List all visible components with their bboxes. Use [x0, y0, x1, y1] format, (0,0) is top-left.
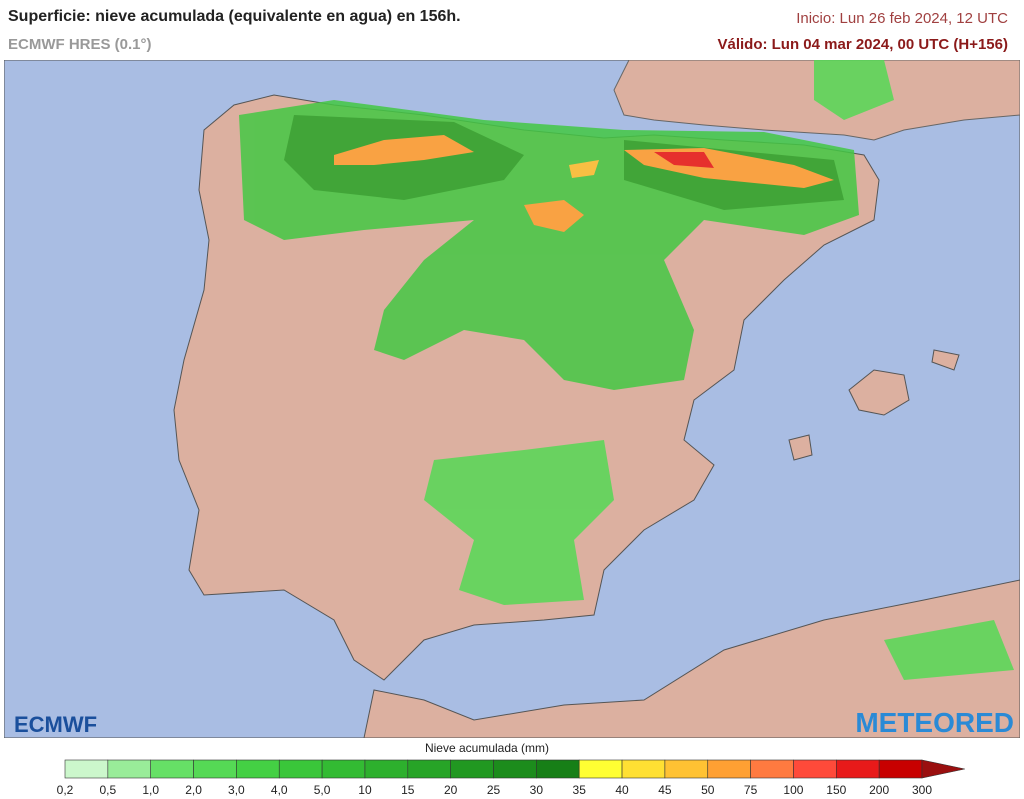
snow-green	[424, 440, 614, 605]
snow-orange	[524, 200, 584, 232]
legend-tick-label: 5,0	[314, 783, 331, 797]
legend-swatch	[621, 759, 666, 779]
legend-swatch	[793, 759, 837, 779]
legend-tick-label: 20	[444, 783, 458, 797]
legend-tick-label: 10	[358, 783, 372, 797]
legend-swatch	[193, 759, 237, 779]
legend-label: Nieve acumulada (mm)	[425, 741, 549, 755]
ibiza	[788, 434, 813, 461]
valid-time: Válido: Lun 04 mar 2024, 00 UTC (H+156)	[717, 36, 1008, 53]
legend-swatch	[150, 759, 194, 779]
legend-tick-label: 150	[826, 783, 846, 797]
legend-tick-label: 200	[869, 783, 889, 797]
legend-tick-label: 0,5	[100, 783, 117, 797]
legend-swatch	[835, 759, 880, 779]
snow-red	[654, 152, 714, 168]
legend-swatch	[321, 759, 366, 779]
legend-swatch	[407, 759, 451, 779]
map: ECMWF METEORED	[4, 60, 1020, 738]
legend: Nieve acumulada (mm) 0,2 0,5 1,0 2,0 3,0 4,0 5…	[57, 741, 965, 797]
legend-swatch	[536, 759, 580, 779]
mallorca	[848, 369, 910, 416]
legend-swatch	[107, 759, 151, 779]
legend-swatch	[278, 759, 323, 779]
legend-tick-label: 3,0	[228, 783, 245, 797]
legend-swatch	[364, 759, 409, 779]
legend-tick-label: 0,2	[57, 783, 74, 797]
legend-swatch	[878, 759, 923, 779]
legend-swatch	[750, 759, 794, 779]
legend-tick-label: 1,0	[142, 783, 159, 797]
legend-overflow	[921, 759, 965, 779]
legend-tick-label: 45	[658, 783, 672, 797]
legend-swatch	[236, 759, 280, 779]
legend-tick-label: 2,0	[185, 783, 202, 797]
snow-cover	[239, 60, 1014, 680]
legend-tick-label: 4,0	[271, 783, 288, 797]
legend-tick-label: 75	[744, 783, 758, 797]
snow-yellow	[569, 160, 599, 178]
legend-tick-label: 35	[573, 783, 587, 797]
menorca	[931, 349, 960, 371]
meteored-logo: METEORED	[855, 707, 1014, 738]
legend-tick-label: 30	[530, 783, 544, 797]
legend-swatch	[664, 759, 709, 779]
legend-tick-label: 100	[783, 783, 803, 797]
snow-green	[884, 620, 1014, 680]
legend-tick-label: 25	[487, 783, 501, 797]
legend-swatch	[64, 759, 109, 779]
legend-tick-label: 300	[912, 783, 932, 797]
legend-swatch	[493, 759, 537, 779]
legend-tick-label: 15	[401, 783, 415, 797]
map-title: Superficie: nieve acumulada (equivalente…	[8, 8, 461, 25]
ecmwf-logo: ECMWF	[14, 712, 97, 737]
africa	[363, 579, 1020, 738]
model-name: ECMWF HRES (0.1°)	[8, 36, 152, 53]
snow-orange	[334, 135, 474, 165]
legend-swatch	[707, 759, 751, 779]
legend-swatch	[450, 759, 494, 779]
legend-tick-label: 40	[615, 783, 629, 797]
init-time: Inicio: Lun 26 feb 2024, 12 UTC	[796, 10, 1008, 27]
legend-swatch	[578, 759, 623, 779]
legend-tick-label: 50	[701, 783, 715, 797]
snow-green	[814, 60, 894, 120]
